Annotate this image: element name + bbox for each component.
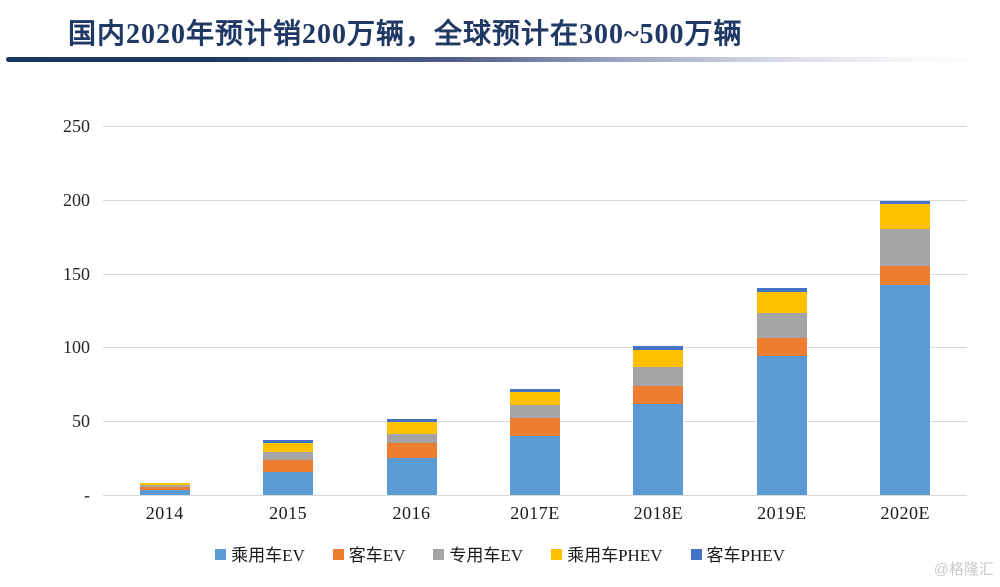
legend-label: 客车EV — [348, 546, 406, 565]
bar-segment-2017E-客车EV — [509, 418, 560, 436]
bar-segment-2019E-客车PHEV — [756, 288, 807, 293]
y-tick-label-50: 50 — [72, 411, 90, 432]
bar-segment-2019E-客车EV — [756, 337, 807, 357]
gridline-200 — [103, 199, 967, 201]
bar-segment-2017E-乘用车EV — [509, 435, 560, 495]
legend-item-乘用车EV: 乘用车EV — [215, 541, 305, 566]
bar-segment-2015-乘用车PHEV — [263, 442, 314, 453]
legend-item-专用车EV: 专用车EV — [433, 541, 523, 566]
bar-segment-2018E-乘用车PHEV — [633, 349, 684, 367]
bar-segment-2020E-乘用车PHEV — [880, 204, 931, 229]
bars-container — [103, 126, 967, 495]
bar-segment-2017E-专用车EV — [509, 404, 560, 419]
x-axis-labels: 2014 2015 2016 2017E 2018E 2019E 2020E — [103, 503, 967, 524]
bar-segment-2014-乘用车EV — [139, 489, 190, 495]
bar-2019E — [756, 288, 807, 495]
bar-segment-2017E-乘用车PHEV — [509, 391, 560, 405]
x-tick-label-2019E: 2019E — [757, 503, 807, 523]
bar-segment-2019E-乘用车PHEV — [756, 292, 807, 313]
y-tick-label-100: 100 — [63, 337, 90, 358]
legend-swatch-icon — [332, 548, 344, 560]
legend-label: 乘用车EV — [231, 546, 305, 565]
bar-2015 — [263, 440, 314, 495]
y-tick-label-250: 250 — [63, 116, 90, 136]
gridline-250 — [103, 126, 967, 127]
bar-segment-2020E-专用车EV — [880, 228, 931, 267]
x-tick-label-2018E: 2018E — [633, 503, 684, 523]
gridline-150 — [103, 273, 967, 275]
legend-item-客车PHEV: 客车PHEV — [690, 541, 785, 566]
bar-segment-2015-客车EV — [263, 460, 314, 473]
bar-2016 — [386, 419, 437, 495]
legend-swatch-icon — [690, 548, 702, 560]
bar-segment-2014-专用车EV — [139, 485, 190, 487]
bar-segment-2019E-专用车EV — [756, 312, 807, 338]
legend-item-乘用车PHEV: 乘用车PHEV — [551, 541, 663, 566]
bar-segment-2020E-客车EV — [880, 266, 931, 286]
bar-segment-2020E-客车PHEV — [880, 201, 931, 205]
legend-item-客车EV: 客车EV — [332, 541, 406, 566]
legend-swatch-icon — [551, 548, 563, 560]
plot-area — [103, 126, 967, 496]
page-title: 国内2020年预计销200万辆，全球预计在300~500万辆 — [68, 19, 743, 50]
bar-segment-2020E-乘用车EV — [880, 285, 931, 495]
bar-2020E — [880, 201, 931, 495]
bar-segment-2014-乘用车PHEV — [139, 483, 190, 486]
bar-segment-2018E-乘用车EV — [633, 403, 684, 495]
bar-2014 — [139, 482, 190, 495]
bar-segment-2017E-客车PHEV — [509, 388, 560, 392]
bar-segment-2016-乘用车EV — [386, 458, 437, 495]
x-tick-label-2014: 2014 — [145, 503, 184, 523]
y-tick-label-0: - — [84, 485, 90, 505]
legend-label: 乘用车PHEV — [567, 546, 663, 565]
bar-segment-2018E-专用车EV — [633, 366, 684, 386]
bar-segment-2015-客车PHEV — [263, 440, 314, 443]
x-tick-label-2015: 2015 — [269, 503, 308, 523]
x-tick-label-2017E: 2017E — [510, 503, 560, 523]
bar-segment-2015-乘用车EV — [263, 472, 314, 495]
y-tick-label-200: 200 — [63, 189, 90, 210]
bar-segment-2018E-客车EV — [633, 385, 684, 404]
chart-legend: 乘用车EV 客车EV 专用车EV 乘用车PHEV 客车PHEV — [0, 541, 1000, 566]
bar-segment-2015-专用车EV — [263, 452, 314, 461]
bar-segment-2014-客车EV — [139, 486, 190, 490]
x-tick-label-2020E: 2020E — [880, 503, 930, 523]
x-tick-label-2016: 2016 — [392, 503, 431, 523]
bar-segment-2016-客车PHEV — [386, 419, 437, 422]
legend-swatch-icon — [215, 548, 227, 560]
title-underline-rule — [6, 57, 994, 62]
bar-2017E — [509, 388, 560, 495]
y-tick-label-150: 150 — [63, 263, 90, 284]
bar-2018E — [633, 345, 684, 495]
bar-segment-2016-专用车EV — [386, 433, 437, 443]
legend-label: 专用车EV — [449, 546, 524, 565]
y-axis-labels: 250 200 150 100 50 - — [28, 117, 90, 504]
legend-swatch-icon — [433, 548, 445, 560]
bar-segment-2019E-乘用车EV — [756, 356, 807, 495]
bar-segment-2018E-客车PHEV — [633, 345, 684, 350]
gridline-100 — [103, 347, 967, 349]
bar-segment-2016-客车EV — [386, 442, 437, 459]
legend-label: 客车PHEV — [706, 546, 785, 565]
watermark: @格隆汇 — [933, 561, 994, 578]
bar-segment-2014-客车PHEV — [139, 482, 190, 484]
gridline-0 — [103, 495, 967, 496]
bar-segment-2016-乘用车PHEV — [386, 421, 437, 434]
